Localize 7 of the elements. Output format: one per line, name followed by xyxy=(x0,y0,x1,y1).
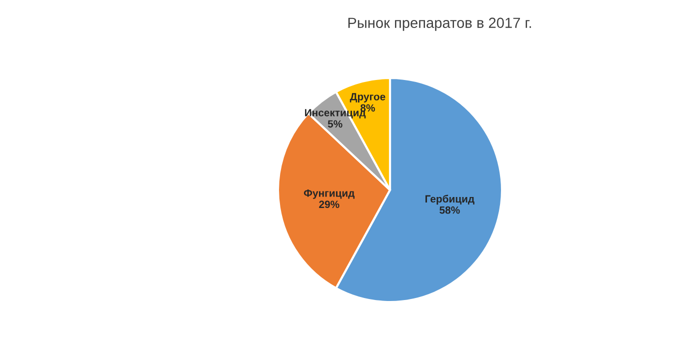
slice-label: Фунгицид xyxy=(304,190,355,199)
chart-title: Рынок препаратов в 2017 г. xyxy=(348,18,531,31)
slice-label: Гербицид xyxy=(425,194,474,205)
data-label: 29% xyxy=(319,200,340,208)
data-label: 5% xyxy=(328,120,342,128)
data-label: 58% xyxy=(440,206,460,214)
slice-label: Другое xyxy=(350,93,386,102)
